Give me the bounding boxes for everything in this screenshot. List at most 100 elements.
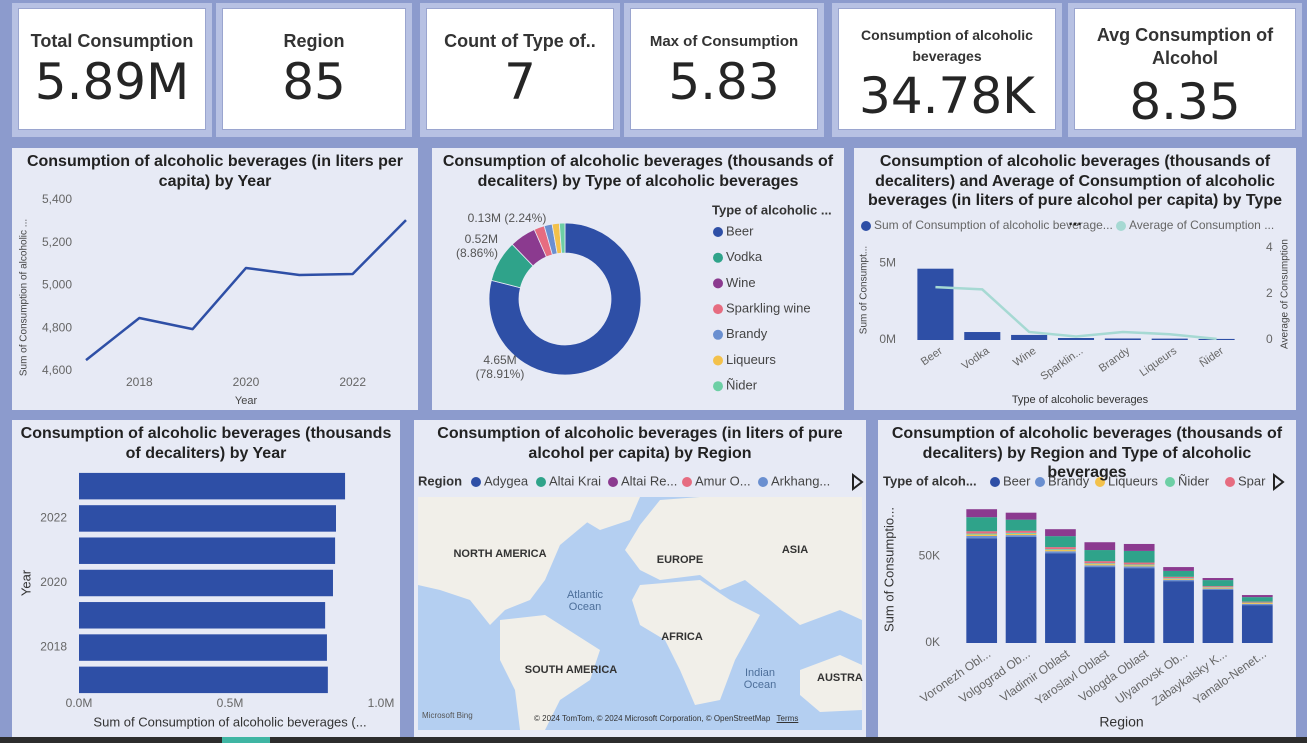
bar-segment	[1163, 570, 1194, 577]
data-label: 0.13M (2.24%)	[467, 211, 547, 225]
kpi-card: Total Consumption 5.89M	[18, 8, 206, 130]
bar-segment	[1241, 601, 1273, 603]
bar	[964, 332, 1001, 340]
bar-segment	[1005, 535, 1037, 538]
map-panel: Consumption of alcoholic beverages (in l…	[414, 420, 866, 737]
card-value: 34.78K	[859, 67, 1035, 125]
bar-segment	[966, 531, 998, 534]
land	[500, 615, 600, 730]
card-label: Count of Type of..	[444, 31, 596, 51]
bar-segment	[1163, 578, 1194, 580]
bar-segment	[1163, 579, 1194, 582]
y-tick-label: 2020	[40, 575, 67, 589]
map-attribution: © 2024 TomTom, © 2024 Microsoft Corporat…	[534, 714, 798, 723]
legend-marker	[608, 477, 618, 487]
legend-title: Region	[418, 473, 462, 488]
bar-segment	[1084, 561, 1116, 564]
bar-segment	[966, 535, 998, 539]
card-label: Consumption of alcoholic beverages	[861, 27, 1033, 64]
legend-marker	[758, 477, 768, 487]
x-tick-label: Ñider	[1197, 344, 1226, 370]
donut-slice	[488, 222, 642, 376]
y2-tick-label: 4	[1266, 240, 1273, 254]
chart-title: Consumption of alcoholic beverages (in l…	[437, 425, 843, 462]
bar	[79, 569, 333, 597]
scroll-arrow[interactable]	[852, 472, 864, 492]
card-value: 5.89M	[34, 53, 190, 111]
map-label: EUROPE	[656, 554, 704, 566]
chart-title: Consumption of alcoholic beverages (in l…	[26, 153, 404, 190]
x-tick-label: Brandy	[1097, 345, 1133, 375]
legend-marker	[713, 278, 723, 289]
y-tick-label: 5M	[879, 256, 896, 270]
legend-label: Brandy	[1048, 473, 1090, 488]
legend-label: Brandy	[726, 326, 768, 341]
legend-marker	[1035, 477, 1045, 487]
kpi-card: Avg Consumption of Alcohol 8.35	[1074, 8, 1296, 131]
legend-marker	[536, 477, 546, 487]
bar-segment	[966, 538, 998, 643]
bar-segment	[1241, 605, 1273, 643]
x-tick-label: Beer	[919, 345, 945, 368]
legend: Type of alcoh... Beer Brandy Liqueurs Ñider S…	[883, 473, 1266, 488]
map-legend: Region Adygea Altai Krai Altai Re... Amur O.…	[418, 472, 864, 492]
map-label: Indian Ocean	[743, 667, 777, 691]
card-label: Max of Consumption	[649, 33, 799, 50]
bar	[79, 666, 328, 694]
bar-segment	[1045, 549, 1076, 551]
legend-marker	[682, 477, 692, 487]
bar-segment	[1005, 532, 1037, 534]
bar	[79, 537, 336, 564]
kpi-card: Region 85	[222, 8, 406, 130]
y-tick-label: 2018	[40, 640, 67, 654]
bar	[79, 602, 326, 629]
terms-link[interactable]: Terms	[776, 714, 799, 723]
bar-chart-panel: Consumption of alcoholic beverages (thou…	[12, 420, 400, 737]
scroll-arrow[interactable]	[1273, 472, 1285, 492]
land	[560, 497, 640, 530]
legend-title: Type of alcoholic ...	[712, 202, 832, 217]
bar	[1151, 338, 1188, 340]
x-tick-label: 0.5M	[217, 696, 244, 710]
bar-segment	[1045, 536, 1076, 548]
map[interactable]	[418, 497, 862, 730]
bar-segment	[1123, 566, 1155, 569]
y2-tick-label: 2	[1266, 286, 1273, 300]
land	[800, 655, 862, 712]
y-tick-label: 4,600	[42, 363, 72, 377]
page-tab[interactable]	[222, 737, 270, 743]
bar-segment	[1084, 564, 1116, 566]
bar-segment	[966, 509, 998, 518]
legend-marker	[713, 355, 723, 366]
legend-label: Wine	[726, 275, 756, 290]
bar-segment	[1005, 533, 1037, 536]
bar-segment	[1202, 578, 1234, 581]
bar	[1104, 338, 1141, 340]
chart-title: Consumption of alcoholic beverages (thou…	[442, 153, 834, 190]
line	[85, 219, 407, 362]
x-axis-title: Sum of Consumption of alcoholic beverage…	[93, 714, 366, 729]
card-value: 5.83	[668, 53, 780, 111]
card-label: Total Consumption	[30, 31, 194, 51]
legend-marker	[990, 477, 1000, 487]
map-label: NORTH AMERICA	[453, 548, 547, 560]
card-value: 7	[504, 53, 536, 111]
x-tick-label: Vodka	[960, 345, 993, 373]
chart: 4,600 4,800 5,000 5,200 5,400 2018 2020 2022 Yea…	[19, 192, 407, 407]
bar-segment	[1241, 603, 1273, 606]
bar	[1198, 338, 1235, 340]
x-axis-title: Region	[1099, 714, 1143, 730]
x-tick-label: Liqueurs	[1138, 345, 1180, 379]
bar-segment	[1123, 568, 1155, 643]
bar-segment	[1123, 543, 1155, 551]
x-tick-label: 2022	[339, 375, 366, 389]
legend-marker	[713, 227, 723, 237]
y-tick-label: 5,000	[42, 278, 72, 292]
bar-segment	[1202, 587, 1234, 589]
line	[935, 285, 1217, 341]
card-label: Region	[283, 31, 345, 51]
y-axis-title: Sum of Consumption of alcoholic ...	[19, 219, 30, 376]
y-tick-label: 0K	[925, 635, 940, 649]
map-label: SOUTH AMERICA	[524, 664, 618, 676]
